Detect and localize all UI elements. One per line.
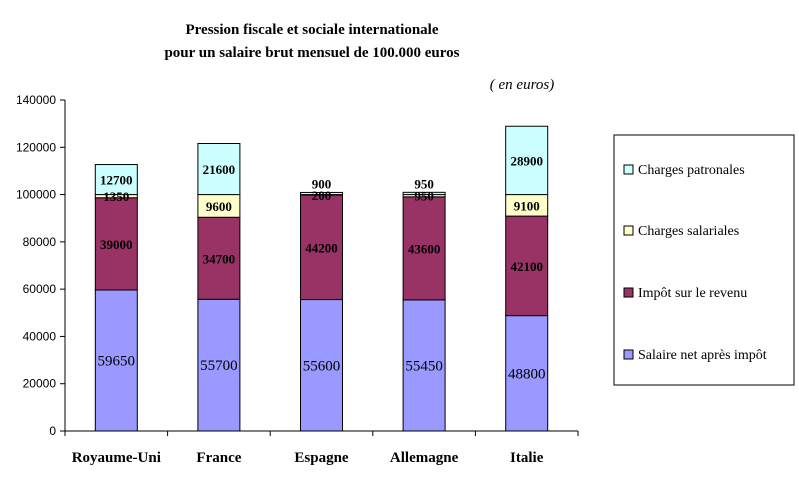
bar-data-label: 39000 xyxy=(100,237,133,252)
bar-data-label: 12700 xyxy=(100,173,133,188)
bar-data-label: 9600 xyxy=(206,199,232,214)
bar-segment xyxy=(94,289,138,432)
legend-swatch xyxy=(623,287,634,298)
unit-note: ( en euros) xyxy=(490,77,554,93)
bar-data-label: 42100 xyxy=(510,259,543,274)
bar-data-label: 48800 xyxy=(508,366,546,382)
bar-data-label: 200 xyxy=(312,188,332,203)
bar-data-label: 55700 xyxy=(200,358,238,374)
x-category-label: Italie xyxy=(510,450,544,466)
legend-label: Charges patronales xyxy=(638,163,745,178)
y-tick-label: 100000 xyxy=(16,188,56,202)
legend-label: Impôt sur le revenu xyxy=(638,286,747,301)
y-tick-label: 60000 xyxy=(23,282,57,296)
bar-segment xyxy=(197,143,241,196)
bar-data-label: 9100 xyxy=(514,198,540,213)
x-category-label: Royaume-Uni xyxy=(72,450,161,466)
bar-data-label: 34700 xyxy=(203,251,236,266)
bar-segment xyxy=(94,164,138,196)
y-tick-label: 20000 xyxy=(23,377,57,391)
bars-group xyxy=(94,125,549,432)
bar-segment xyxy=(300,191,343,196)
legend-swatch xyxy=(623,225,634,236)
chart-title: Pression fiscale et sociale internationa… xyxy=(185,22,438,38)
legend-items: Charges patronales Charges salariales Impô… xyxy=(623,163,767,363)
x-ticks-group: Royaume-Uni France Espagne Allemagne Italie xyxy=(64,431,579,466)
bar-data-label: 44200 xyxy=(305,240,338,255)
y-tick-label: 120000 xyxy=(16,140,56,154)
chart-subtitle: pour un salaire brut mensuel de 100.000 … xyxy=(164,45,459,61)
bar-segment xyxy=(505,215,549,317)
bar-segment xyxy=(300,299,343,432)
bar-segment xyxy=(197,298,241,432)
y-tick-label: 0 xyxy=(49,424,56,438)
bar-segment xyxy=(94,197,138,291)
bar-data-label: 900 xyxy=(312,176,332,191)
bar-data-label: 950 xyxy=(414,176,434,191)
bar-segment xyxy=(402,191,446,196)
bar-data-label: 59650 xyxy=(98,353,136,369)
legend-label: Salaire net après impôt xyxy=(638,348,767,363)
bar-segment xyxy=(505,315,549,432)
bar-data-label: 43600 xyxy=(408,241,441,256)
y-tick-label: 40000 xyxy=(23,329,57,343)
bar-segment xyxy=(402,196,446,301)
bar-data-label: 1350 xyxy=(103,189,129,204)
x-category-label: Allemagne xyxy=(390,450,459,466)
legend-swatch xyxy=(623,164,634,175)
legend-swatch xyxy=(623,349,634,360)
y-ticks-group: 0 20000 40000 60000 80000 100000 120000 140000 xyxy=(16,93,65,438)
bar-data-label: 55600 xyxy=(303,358,341,374)
x-category-label: Espagne xyxy=(294,450,349,466)
bar-data-label: 21600 xyxy=(203,162,236,177)
bar-data-label: 28900 xyxy=(510,153,543,168)
y-tick-label: 140000 xyxy=(16,93,56,107)
bar-data-label: 950 xyxy=(414,189,434,204)
y-tick-label: 80000 xyxy=(23,235,57,249)
x-category-label: France xyxy=(196,450,241,466)
bar-segment xyxy=(505,125,549,196)
legend-box xyxy=(613,134,795,386)
legend-label: Charges salariales xyxy=(638,224,739,239)
bar-data-label: 55450 xyxy=(405,358,443,374)
